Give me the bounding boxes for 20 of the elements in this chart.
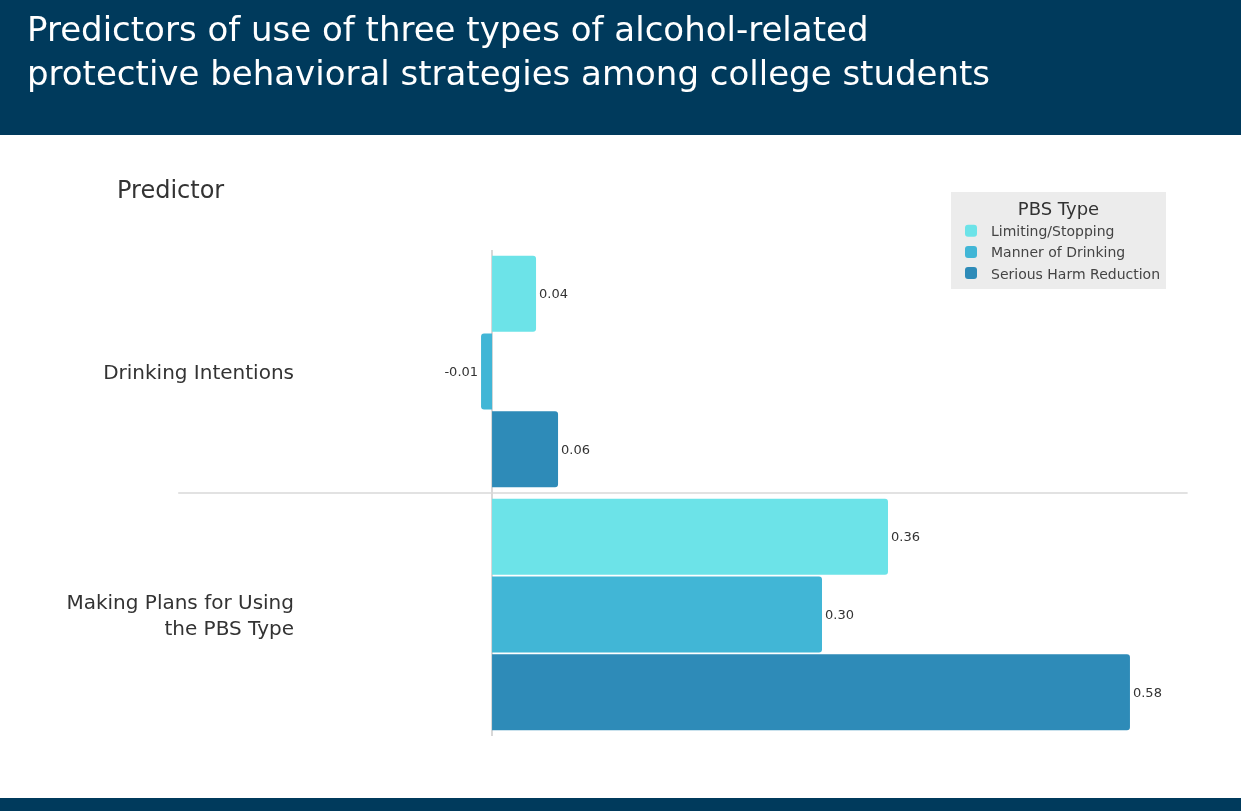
legend-label: Serious Harm Reduction [991, 265, 1161, 282]
y-tick-label: Making Plans for Using the PBS Type [66, 589, 294, 640]
data-label: 0.06 [561, 441, 590, 457]
bar [492, 255, 537, 332]
chart-title: Predictors of use of three types of alcohol-related protective behavioral strategies among college students [27, 9, 991, 94]
y-tick-label: Drinking Intentions [103, 359, 294, 384]
data-label: 0.36 [890, 529, 920, 545]
legend-label: Limiting/Stopping [991, 223, 1115, 240]
bar [492, 498, 888, 575]
bar [492, 654, 1130, 731]
data-label: -0.01 [444, 364, 479, 379]
bar [492, 411, 559, 488]
legend-title: PBS Type [1017, 198, 1100, 220]
legend-label: Manner of Drinking [991, 244, 1126, 261]
data-label: 0.04 [539, 286, 568, 302]
data-label: 0.30 [825, 607, 854, 622]
bar [492, 576, 822, 653]
bar [481, 333, 493, 410]
y-axis-title: Predictor [117, 176, 225, 204]
data-label: 0.58 [1132, 684, 1162, 700]
